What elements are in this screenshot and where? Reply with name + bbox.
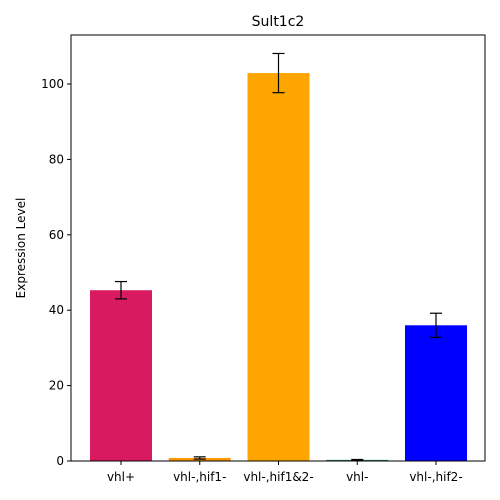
x-tick-label-1: vhl-,hif1- xyxy=(173,470,226,484)
x-tick-label-3: vhl- xyxy=(346,470,368,484)
x-tick-label-4: vhl-,hif2- xyxy=(409,470,462,484)
bars-group xyxy=(90,73,467,461)
chart-title: Sult1c2 xyxy=(252,14,305,30)
x-tick-label-0: vhl+ xyxy=(107,470,135,484)
y-tick-label-2: 40 xyxy=(49,303,64,317)
y-axis: 0 20 40 60 80 100 xyxy=(41,77,71,468)
y-tick-label-0: 0 xyxy=(56,454,64,468)
bar-0 xyxy=(90,290,152,461)
y-tick-label-3: 60 xyxy=(49,228,64,242)
x-tick-label-2: vhl-,hif1&2- xyxy=(243,470,313,484)
bar-2 xyxy=(247,73,310,461)
y-tick-label-5: 100 xyxy=(41,77,64,91)
error-bars-group xyxy=(115,52,442,461)
y-axis-label: Expression Level xyxy=(14,198,28,299)
y-tick-label-4: 80 xyxy=(49,152,64,166)
y-tick-label-1: 20 xyxy=(49,379,64,393)
x-axis: vhl+ vhl-,hif1- vhl-,hif1&2- vhl-vhl-,hif2- xyxy=(107,461,463,484)
bar-4 xyxy=(405,325,467,461)
